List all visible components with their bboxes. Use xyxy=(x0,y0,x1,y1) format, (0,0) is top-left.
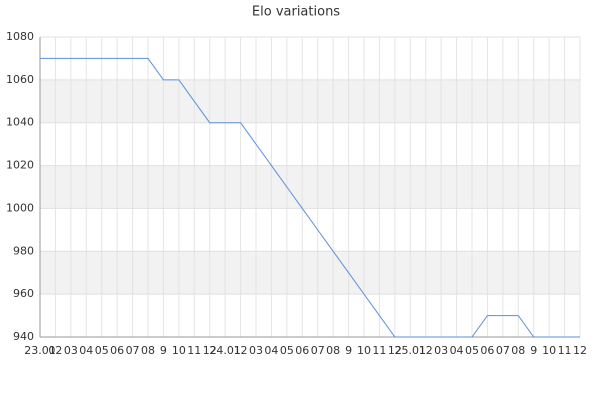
x-tick-label: 05 xyxy=(465,344,479,357)
x-tick-label: 12 xyxy=(419,344,433,357)
x-tick-label: 03 xyxy=(434,344,448,357)
y-tick-label: 1020 xyxy=(6,159,34,172)
x-tick-label: 10 xyxy=(542,344,556,357)
x-tick-label: 07 xyxy=(126,344,140,357)
x-tick-label: 06 xyxy=(295,344,309,357)
line xyxy=(40,57,580,338)
y-tick-label: 1060 xyxy=(6,73,34,86)
x-tick-label: 12 xyxy=(573,344,587,357)
y-tick-label: 980 xyxy=(13,244,34,257)
grid-band xyxy=(40,79,580,123)
y-tick-label: 1080 xyxy=(6,30,34,43)
x-tick-label: 08 xyxy=(141,344,155,357)
x-tick-label: 08 xyxy=(326,344,340,357)
grid-band xyxy=(40,165,580,209)
x-tick-label: 04 xyxy=(264,344,278,357)
y-tick-label: 940 xyxy=(13,330,34,343)
x-tick-label: 07 xyxy=(496,344,510,357)
x-tick-label: 04 xyxy=(450,344,464,357)
x-tick-label: 03 xyxy=(64,344,78,357)
x-tick-label: 05 xyxy=(95,344,109,357)
y-tick-label: 960 xyxy=(13,287,34,300)
x-tick-label: 12 xyxy=(388,344,402,357)
chart-title: Elo variations xyxy=(252,5,340,20)
x-tick-label: 12 xyxy=(234,344,248,357)
y-tick-label: 1040 xyxy=(6,116,34,129)
x-tick-label: 10 xyxy=(357,344,371,357)
x-tick-label: 9 xyxy=(345,344,352,357)
grid-band xyxy=(40,251,580,295)
x-tick-label: 03 xyxy=(249,344,263,357)
x-tick-label: 02 xyxy=(48,344,62,357)
y-tick-label: 1000 xyxy=(6,201,34,214)
x-tick-label: 9 xyxy=(530,344,537,357)
x-tick-label: 11 xyxy=(558,344,572,357)
x-tick-label: 24.01 xyxy=(209,344,241,357)
x-tick-label: 05 xyxy=(280,344,294,357)
x-tick-label: 10 xyxy=(172,344,186,357)
x-tick-label: 11 xyxy=(187,344,201,357)
x-tick-label: 06 xyxy=(110,344,124,357)
x-tick-label: 08 xyxy=(511,344,525,357)
x-tick-label: 12 xyxy=(203,344,217,357)
x-tick-label: 06 xyxy=(480,344,494,357)
x-tick-label: 23.01 xyxy=(24,344,56,357)
x-tick-label: 9 xyxy=(160,344,167,357)
x-tick-label: 07 xyxy=(311,344,325,357)
x-tick-label: 04 xyxy=(79,344,93,357)
x-tick-label: 25.01 xyxy=(395,344,427,357)
x-tick-label: 11 xyxy=(372,344,386,357)
